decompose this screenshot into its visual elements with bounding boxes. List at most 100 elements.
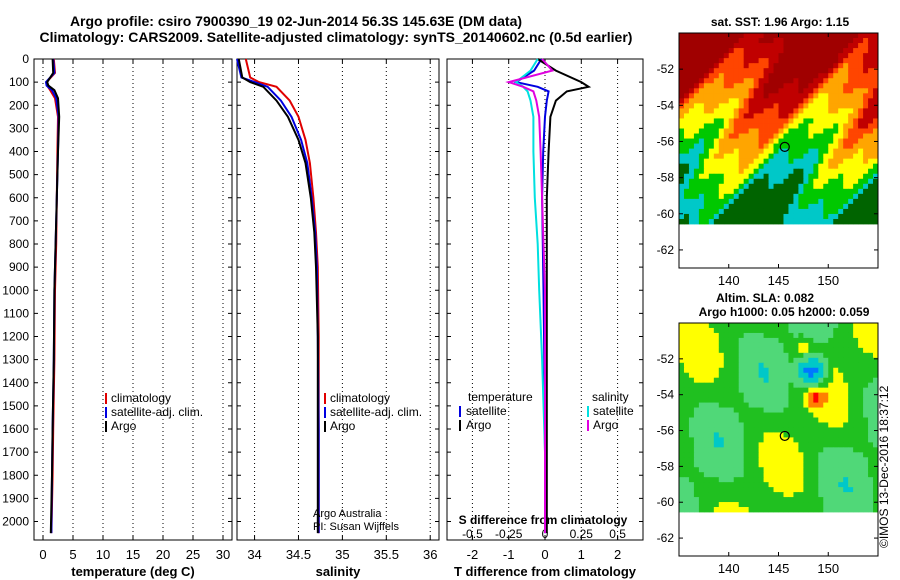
heatmap-cell <box>773 53 779 59</box>
heatmap-cell <box>873 327 879 334</box>
heatmap-cell <box>743 203 750 210</box>
heatmap-cell <box>788 472 794 478</box>
heatmap-cell <box>833 168 839 175</box>
heatmap-cell <box>753 158 760 165</box>
heatmap-cell <box>873 153 879 160</box>
heatmap-cell <box>788 452 794 458</box>
heatmap-cell <box>788 377 794 384</box>
heatmap-cell <box>753 128 760 134</box>
heatmap-cell <box>793 342 799 349</box>
heatmap-cell <box>698 323 705 329</box>
heatmap-cell <box>858 188 864 195</box>
heatmap-cell <box>848 472 854 478</box>
heatmap-cell <box>679 53 685 59</box>
heatmap-cell <box>748 113 755 119</box>
heatmap-cell <box>753 58 760 64</box>
heatmap-cell <box>843 477 849 483</box>
heatmap-cell <box>753 153 760 160</box>
heatmap-cell <box>788 143 794 150</box>
heatmap-cell <box>783 198 789 205</box>
heatmap-cell <box>858 447 864 453</box>
heatmap-cell <box>733 158 740 165</box>
heatmap-cell <box>723 173 730 180</box>
heatmap-cell <box>858 143 864 150</box>
heatmap-cell <box>873 382 879 389</box>
heatmap-cell <box>808 402 814 408</box>
heatmap-cell <box>803 412 809 418</box>
heatmap-cell <box>763 203 769 210</box>
heatmap-cell <box>838 387 844 394</box>
heatmap-cell <box>708 58 715 64</box>
heatmap-cell <box>858 382 864 389</box>
heatmap-cell <box>808 392 814 398</box>
heatmap-cell <box>738 73 745 79</box>
heatmap-cell <box>728 357 735 364</box>
heatmap-cell <box>733 487 740 493</box>
heatmap-cell <box>763 442 769 448</box>
heatmap-cell <box>853 193 859 200</box>
heatmap-cell <box>693 188 700 195</box>
heatmap-cell <box>743 208 750 215</box>
heatmap-cell <box>773 203 779 210</box>
heatmap-cell <box>773 397 779 403</box>
heatmap-cell <box>733 58 740 64</box>
heatmap-cell <box>868 203 874 210</box>
heatmap-cell <box>723 188 730 195</box>
heatmap-cell <box>713 93 720 99</box>
heatmap-cell <box>803 78 809 84</box>
heatmap-cell <box>743 163 750 170</box>
heatmap-cell <box>748 78 755 84</box>
heatmap-cell <box>858 68 864 74</box>
heatmap-cell <box>773 367 779 374</box>
heatmap-cell <box>828 447 834 453</box>
heatmap-cell <box>848 128 854 134</box>
heatmap-cell <box>803 103 809 109</box>
heatmap-cell <box>873 48 879 54</box>
heatmap-cell <box>733 123 740 129</box>
heatmap-cell <box>718 462 725 468</box>
series-line-argo <box>505 58 555 534</box>
heatmap-cell <box>683 83 690 89</box>
heatmap-cell <box>778 387 784 394</box>
heatmap-cell <box>813 352 819 359</box>
heatmap-cell <box>778 342 784 349</box>
heatmap-cell <box>803 487 809 493</box>
heatmap-cell <box>838 372 844 379</box>
heatmap-cell <box>718 168 725 175</box>
heatmap-cell <box>723 482 730 488</box>
x-tick-label: 5 <box>69 547 76 562</box>
heatmap-cell <box>713 118 720 124</box>
heatmap-cell <box>713 467 720 473</box>
map-y-tick-label: -62 <box>657 531 675 545</box>
heatmap-cell <box>758 153 764 160</box>
heatmap-cell <box>688 88 695 94</box>
heatmap-cell <box>753 43 760 49</box>
heatmap-cell <box>858 73 864 79</box>
heatmap-cell <box>788 497 794 503</box>
heatmap-cell <box>858 83 864 89</box>
heatmap-cell <box>758 432 764 438</box>
heatmap-cell <box>693 507 700 513</box>
heatmap-cell <box>748 323 755 329</box>
heatmap-cell <box>773 88 779 94</box>
heatmap-cell <box>803 148 809 155</box>
heatmap-cell <box>843 93 849 99</box>
heatmap-cell <box>798 502 804 508</box>
heatmap-cell <box>708 452 715 458</box>
heatmap-cell <box>748 377 755 384</box>
heatmap-cell <box>798 337 804 344</box>
heatmap-cell <box>863 158 869 165</box>
heatmap-cell <box>698 327 705 334</box>
heatmap-cell <box>753 133 760 139</box>
heatmap-cell <box>713 78 720 84</box>
heatmap-cell <box>733 218 740 225</box>
heatmap-cell <box>793 138 799 144</box>
heatmap-cell <box>693 417 700 423</box>
heatmap-cell <box>778 352 784 359</box>
heatmap-cell <box>768 457 774 463</box>
heatmap-cell <box>833 183 839 190</box>
heatmap-cell <box>778 457 784 463</box>
heatmap-cell <box>773 208 779 215</box>
heatmap-cell <box>758 43 764 49</box>
heatmap-cell <box>738 198 745 205</box>
